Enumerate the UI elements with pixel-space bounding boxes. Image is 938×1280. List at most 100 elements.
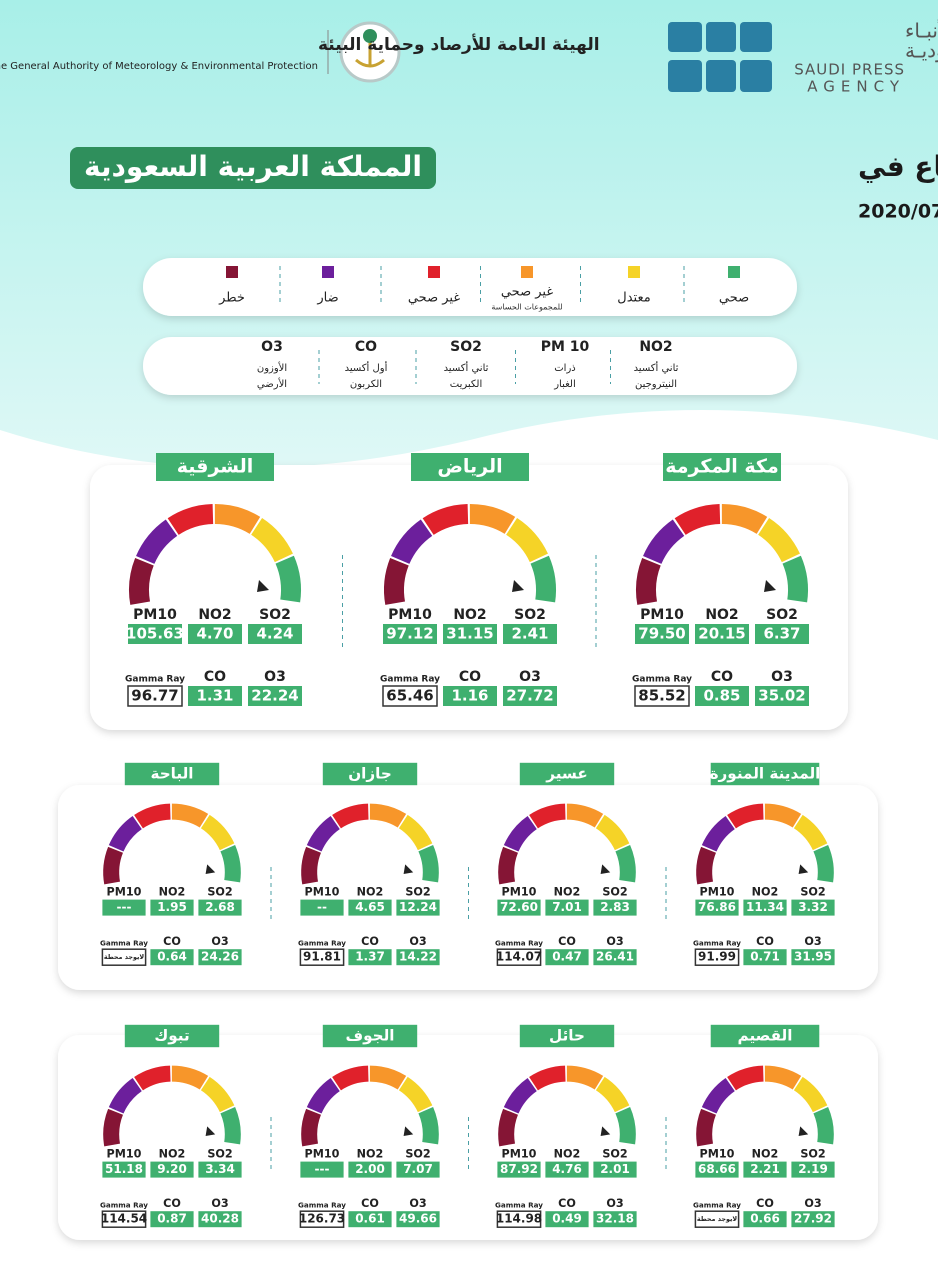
spa-logo xyxy=(668,22,772,92)
metric-value: 49.66 xyxy=(399,1212,437,1226)
metric-label: NO2 xyxy=(159,885,186,898)
legend-label: غير صحي xyxy=(408,291,460,306)
legend-panel xyxy=(143,258,797,316)
value-box xyxy=(150,899,194,916)
gauge-segment xyxy=(108,1077,143,1114)
value-box xyxy=(348,1161,392,1178)
metric-value: لايوجد محطة xyxy=(697,1215,738,1223)
pollutant-desc: الغبار xyxy=(553,379,576,390)
gauge-segment xyxy=(701,1077,736,1114)
metric-value: 0.87 xyxy=(157,1212,187,1226)
metric-label: O3 xyxy=(211,1197,228,1210)
region-title-bg xyxy=(156,453,274,481)
gauge-segment xyxy=(103,846,124,885)
metric-value: -- xyxy=(317,900,327,914)
value-box xyxy=(743,949,787,966)
metric-label: PM10 xyxy=(305,885,340,898)
value-box xyxy=(695,1161,739,1178)
metric-value: 7.01 xyxy=(552,900,582,914)
gauge-segment xyxy=(220,1106,241,1145)
value-box xyxy=(198,1211,242,1228)
gauge-pointer xyxy=(403,864,414,874)
metric-label: CO xyxy=(459,669,481,685)
gauge-segment xyxy=(220,844,241,883)
metric-value: 7.07 xyxy=(403,1162,433,1176)
gamma-box xyxy=(694,948,740,966)
value-box xyxy=(743,1211,787,1228)
metric-value: 40.28 xyxy=(201,1212,239,1226)
metric-label: O3 xyxy=(211,935,228,948)
pollutant-desc: الكبريت xyxy=(450,379,483,390)
gauge-pointer xyxy=(512,580,524,592)
gamma-box xyxy=(101,1210,147,1228)
region-title-bg xyxy=(124,762,220,786)
gauge-segment xyxy=(103,1108,124,1147)
metric-label: SO2 xyxy=(514,607,546,623)
region-title-bg xyxy=(663,453,781,481)
gauge-segment xyxy=(529,803,566,829)
metric-label: Gamma Ray xyxy=(693,939,741,948)
metric-label: PM10 xyxy=(700,1147,735,1160)
metric-value: 96.77 xyxy=(131,687,178,705)
gauge-segment xyxy=(721,503,768,535)
value-box xyxy=(791,1211,835,1228)
value-box xyxy=(503,686,557,706)
gauge-segment xyxy=(369,803,407,828)
metric-label: Gamma Ray xyxy=(100,1201,148,1210)
metric-value: 72.60 xyxy=(500,900,538,914)
region-title-bg xyxy=(124,1024,220,1048)
region-title-bg xyxy=(322,762,418,786)
gauge-segment xyxy=(108,815,143,852)
value-box xyxy=(300,1161,344,1178)
metric-value: 2.19 xyxy=(798,1162,828,1176)
gauge-segment xyxy=(134,803,171,829)
value-box xyxy=(503,624,557,644)
value-box xyxy=(695,686,749,706)
gauge-segment xyxy=(306,815,341,852)
gamma-box xyxy=(299,1210,345,1228)
metric-label: O3 xyxy=(606,935,623,948)
metric-label: O3 xyxy=(804,935,821,948)
value-box xyxy=(248,686,302,706)
gamma-box xyxy=(127,685,183,707)
gauge-segment xyxy=(615,1106,636,1145)
gauge-segment xyxy=(301,846,322,885)
metric-value: 27.72 xyxy=(506,687,553,705)
gauge-segment xyxy=(636,558,661,605)
metric-label: SO2 xyxy=(259,607,291,623)
region-title-bg xyxy=(519,1024,615,1048)
metric-label: PM10 xyxy=(502,885,537,898)
gauge-segment xyxy=(782,555,808,603)
metric-value: 0.71 xyxy=(750,950,780,964)
metric-label: Gamma Ray xyxy=(495,939,543,948)
metric-value: 12.24 xyxy=(399,900,437,914)
metric-value: 6.37 xyxy=(763,625,800,643)
region-panel xyxy=(58,1035,878,1240)
subtitle: أخر تحديث: الساعة الواحدة صباحاً ليوم ال… xyxy=(858,197,938,222)
gauge-segment xyxy=(674,504,721,536)
title: حالة جودة الهواء والإشعاع في xyxy=(858,150,938,183)
gamma-box xyxy=(496,948,542,966)
value-box xyxy=(545,899,589,916)
value-box xyxy=(383,624,437,644)
metric-label: SO2 xyxy=(602,1147,627,1160)
value-box xyxy=(755,624,809,644)
metric-label: SO2 xyxy=(207,885,232,898)
legend-label: ضار xyxy=(316,291,338,306)
value-box xyxy=(593,1211,637,1228)
legend-swatch xyxy=(728,266,740,278)
metric-value: 2.21 xyxy=(750,1162,780,1176)
metric-value: 114.54 xyxy=(101,1212,147,1226)
metric-value: 2.00 xyxy=(355,1162,385,1176)
pollutant-desc: الأوزون xyxy=(257,361,287,374)
region-title-bg xyxy=(710,1024,820,1048)
metric-value: 32.18 xyxy=(596,1212,634,1226)
metric-label: O3 xyxy=(264,669,286,685)
gauge-segment xyxy=(701,815,736,852)
metric-label: O3 xyxy=(606,1197,623,1210)
region-name: جازان xyxy=(348,765,392,783)
metric-value: 79.50 xyxy=(638,625,685,643)
gauge-pointer xyxy=(600,864,611,874)
spa-logo-block xyxy=(740,60,772,92)
gamma-box xyxy=(382,685,438,707)
